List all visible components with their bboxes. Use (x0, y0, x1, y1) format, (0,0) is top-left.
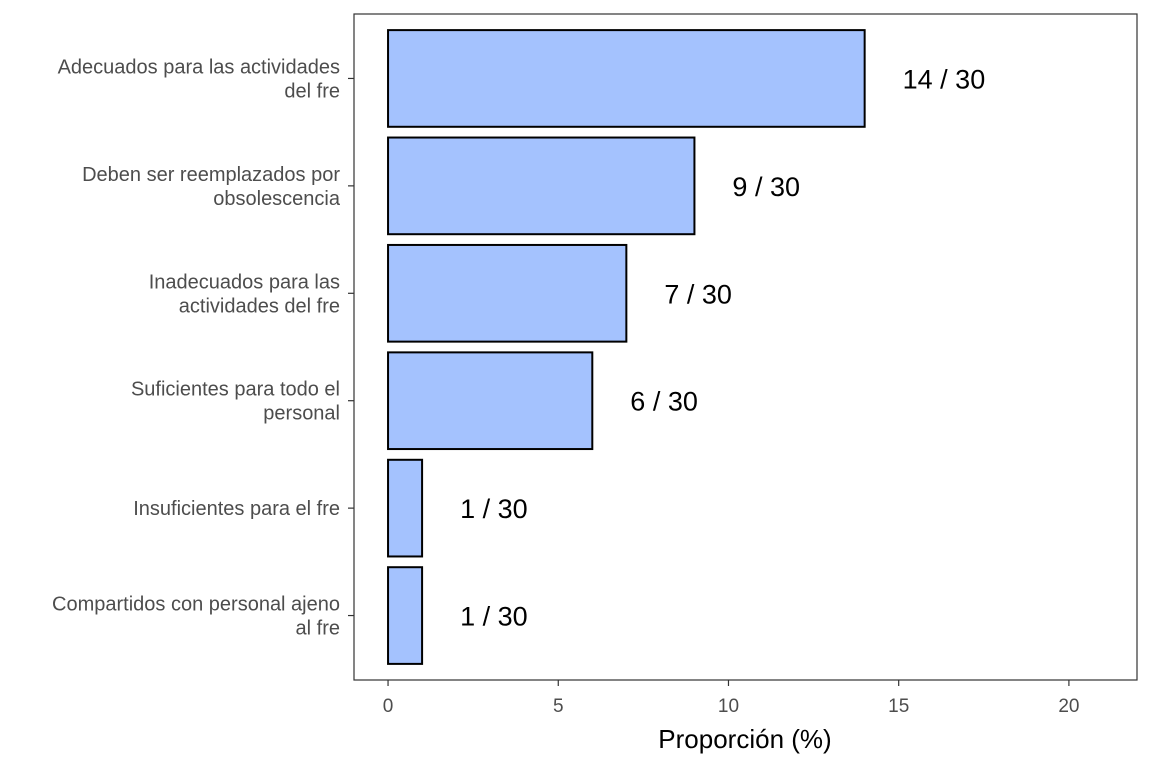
category-label-0: Adecuados para las actividades del fre (58, 56, 340, 102)
bar-2 (387, 243, 628, 343)
bar-0 (387, 29, 866, 128)
category-label-line: personal (263, 403, 340, 425)
category-label-line: Adecuados para las actividades (58, 56, 340, 78)
x-tick-label-3: 15 (888, 696, 909, 717)
data-label-3: 6 / 30 (630, 387, 698, 417)
category-label-line: Compartidos con personal ajeno (52, 594, 340, 616)
category-label-3: Suficientes para todo el personal (131, 379, 340, 425)
x-tick-label-1: 5 (553, 696, 564, 717)
category-label-line: Suficientes para todo el (131, 379, 340, 401)
bars-layer: 14 / 30 9 / 30 7 / 30 6 / 30 1 / 30 1 / 30 (387, 29, 986, 665)
category-label-4: Insuficientes para el fre (133, 498, 340, 520)
bar-3 (387, 351, 594, 451)
category-label-line: obsolescencia (213, 188, 341, 210)
bar-5 (387, 566, 424, 665)
data-label-4: 1 / 30 (460, 494, 528, 524)
x-tick-label-2: 10 (718, 696, 739, 717)
category-label-line: Insuficientes para el fre (133, 498, 340, 520)
category-label-1: Deben ser reemplazados por obsolescencia (82, 164, 341, 210)
x-axis: 0 5 10 15 20 (383, 680, 1079, 717)
category-label-line: Deben ser reemplazados por (82, 164, 340, 186)
category-label-line: actividades del fre (179, 295, 340, 317)
x-axis-title: Proporción (%) (658, 724, 831, 754)
category-labels: Adecuados para las actividades del fre Deb… (52, 56, 354, 640)
category-label-line: Inadecuados para las (149, 271, 340, 293)
x-tick-label-0: 0 (383, 696, 394, 717)
category-label-5: Compartidos con personal ajeno al fre (52, 594, 340, 640)
category-label-2: Inadecuados para las actividades del fre (149, 271, 340, 317)
data-label-5: 1 / 30 (460, 602, 528, 632)
category-label-line: al fre (296, 618, 340, 640)
bar-4 (387, 458, 424, 558)
data-label-0: 14 / 30 (903, 64, 986, 94)
bar-1 (387, 136, 696, 236)
category-label-line: del fre (284, 80, 340, 102)
x-tick-label-4: 20 (1058, 696, 1079, 717)
data-label-2: 7 / 30 (664, 279, 732, 309)
data-label-1: 9 / 30 (732, 172, 800, 202)
